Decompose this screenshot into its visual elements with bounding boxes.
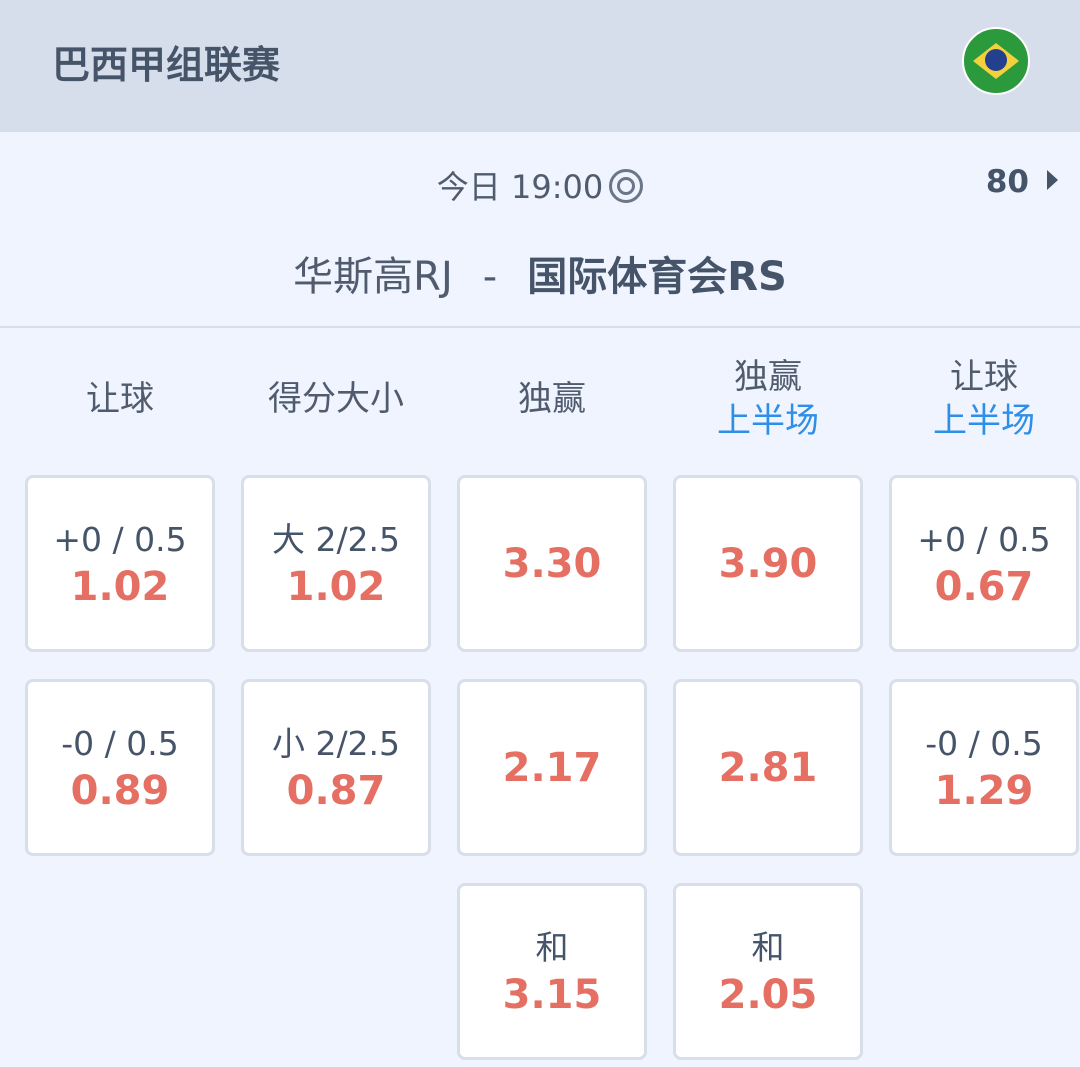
odds-button[interactable]: 和 2.05 [673, 883, 863, 1060]
column-subtitle: 上半场 [717, 401, 819, 441]
chevron-right-icon [1047, 170, 1058, 190]
odds-button[interactable]: 2.81 [673, 679, 863, 856]
odds-label: 和 [535, 927, 569, 967]
match-time: 今日 19:00 [436, 168, 604, 206]
odds-value: 2.81 [718, 744, 818, 791]
odds-value: 3.30 [502, 540, 602, 587]
odds-button[interactable]: +0 / 0.5 1.02 [25, 475, 215, 652]
odds-button[interactable]: 和 3.15 [457, 883, 647, 1060]
divider [0, 326, 1080, 328]
column-header: 让球 上半场 [889, 355, 1079, 443]
column-title: 独赢 [734, 357, 802, 397]
column-title: 让球 [86, 379, 154, 419]
odds-label: +0 / 0.5 [53, 519, 187, 559]
odds-button[interactable]: 小 2/2.5 0.87 [241, 679, 431, 856]
match-teams: 华斯高RJ - 国际体育会RS [0, 244, 1080, 302]
more-markets-button[interactable]: 80 [986, 164, 1058, 200]
odds-button[interactable]: -0 / 0.5 0.89 [25, 679, 215, 856]
odds-button[interactable]: +0 / 0.5 0.67 [889, 475, 1079, 652]
team-separator: - [482, 254, 498, 300]
odds-value: 0.87 [286, 767, 386, 814]
column-title: 让球 [950, 357, 1018, 397]
league-header: 巴西甲组联赛 [0, 0, 1080, 132]
odds-value: 1.02 [70, 563, 170, 610]
match-time-row: 今日 19:00 [0, 162, 1080, 208]
odds-button[interactable]: 2.17 [457, 679, 647, 856]
column-header: 独赢 [457, 377, 647, 421]
column-header: 得分大小 [241, 377, 431, 421]
odds-label: 和 [751, 927, 785, 967]
column-header: 让球 [25, 377, 215, 421]
odds-value: 3.15 [502, 971, 602, 1018]
odds-value: 0.89 [70, 767, 170, 814]
column-subtitle: 上半场 [933, 401, 1035, 441]
league-title: 巴西甲组联赛 [52, 43, 281, 87]
home-team: 华斯高RJ [293, 254, 453, 300]
odds-label: 小 2/2.5 [271, 723, 401, 763]
odds-value: 1.29 [934, 767, 1034, 814]
odds-value: 3.90 [718, 540, 818, 587]
column-title: 独赢 [518, 379, 586, 419]
more-markets-count: 80 [985, 164, 1029, 200]
odds-value: 1.02 [286, 563, 386, 610]
column-title: 得分大小 [268, 379, 404, 419]
odds-value: 2.05 [718, 971, 818, 1018]
odds-value: 2.17 [502, 744, 602, 791]
odds-label: -0 / 0.5 [61, 723, 179, 763]
odds-button[interactable]: 3.90 [673, 475, 863, 652]
odds-button[interactable]: 大 2/2.5 1.02 [241, 475, 431, 652]
away-team: 国际体育会RS [527, 254, 787, 300]
odds-label: +0 / 0.5 [917, 519, 1051, 559]
odds-label: -0 / 0.5 [925, 723, 1043, 763]
live-target-icon[interactable] [609, 169, 644, 203]
odds-value: 0.67 [934, 563, 1034, 610]
odds-label: 大 2/2.5 [271, 519, 401, 559]
odds-button[interactable]: -0 / 0.5 1.29 [889, 679, 1079, 856]
odds-button[interactable]: 3.30 [457, 475, 647, 652]
column-header: 独赢 上半场 [673, 355, 863, 443]
brazil-flag-icon [962, 27, 1030, 95]
